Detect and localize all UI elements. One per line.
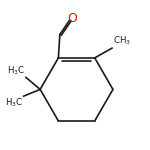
Text: O: O bbox=[67, 12, 77, 25]
Text: CH$_3$: CH$_3$ bbox=[113, 35, 131, 47]
Text: H$_3$C: H$_3$C bbox=[4, 97, 23, 109]
Text: H$_3$C: H$_3$C bbox=[7, 64, 25, 77]
